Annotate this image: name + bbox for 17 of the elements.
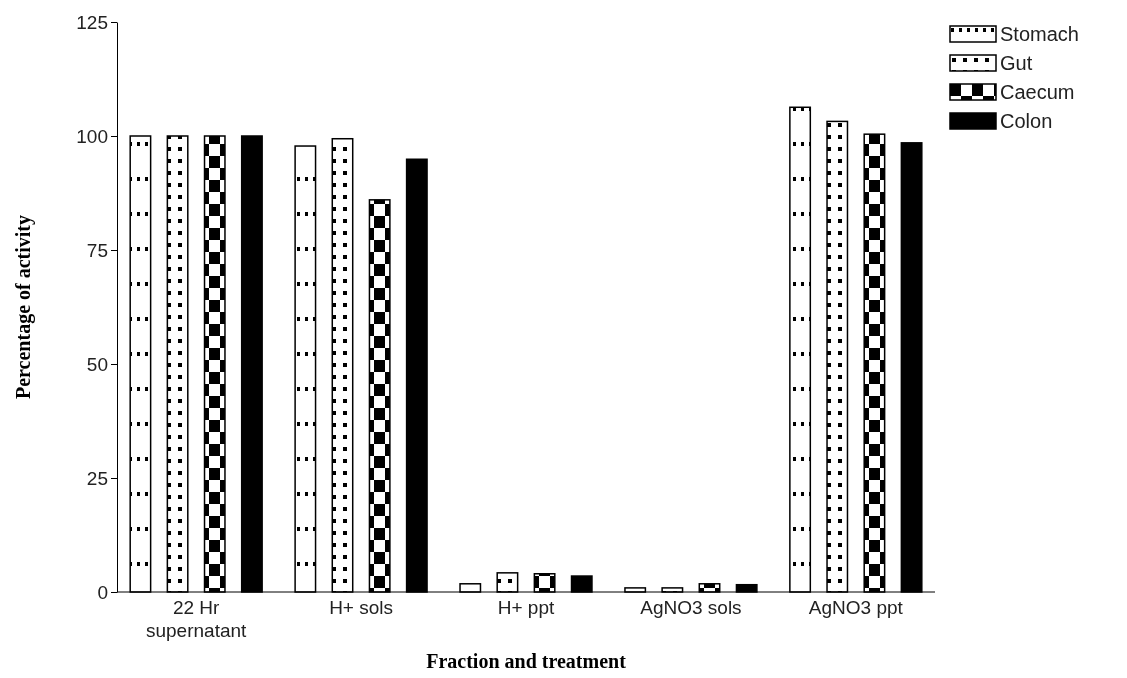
x-tick-label: AgNO3 ppt	[808, 597, 904, 619]
x-tick-label: H+ sols	[329, 597, 394, 619]
legend-label: Stomach	[1000, 23, 1079, 45]
x-tick-label: H+ ppt	[497, 597, 555, 619]
y-tick-label: 25	[86, 467, 108, 489]
y-axis-title: Percentage of activity	[12, 215, 35, 399]
x-tick-label: 22 Hr supernatant	[145, 597, 248, 642]
y-tick-label: 75	[86, 239, 108, 261]
y-tick-label: 0	[97, 581, 108, 603]
legend-label: Gut	[1000, 52, 1033, 74]
legend-label: Colon	[1000, 110, 1053, 132]
legend-label: Caecum	[1000, 81, 1075, 103]
y-tick-label: 50	[86, 353, 108, 375]
x-tick-label: AgNO3 sols	[640, 597, 742, 619]
y-tick-label: 125	[76, 11, 108, 33]
x-axis-title: Fraction and treatment	[426, 650, 627, 672]
y-tick-label: 100	[76, 125, 108, 147]
